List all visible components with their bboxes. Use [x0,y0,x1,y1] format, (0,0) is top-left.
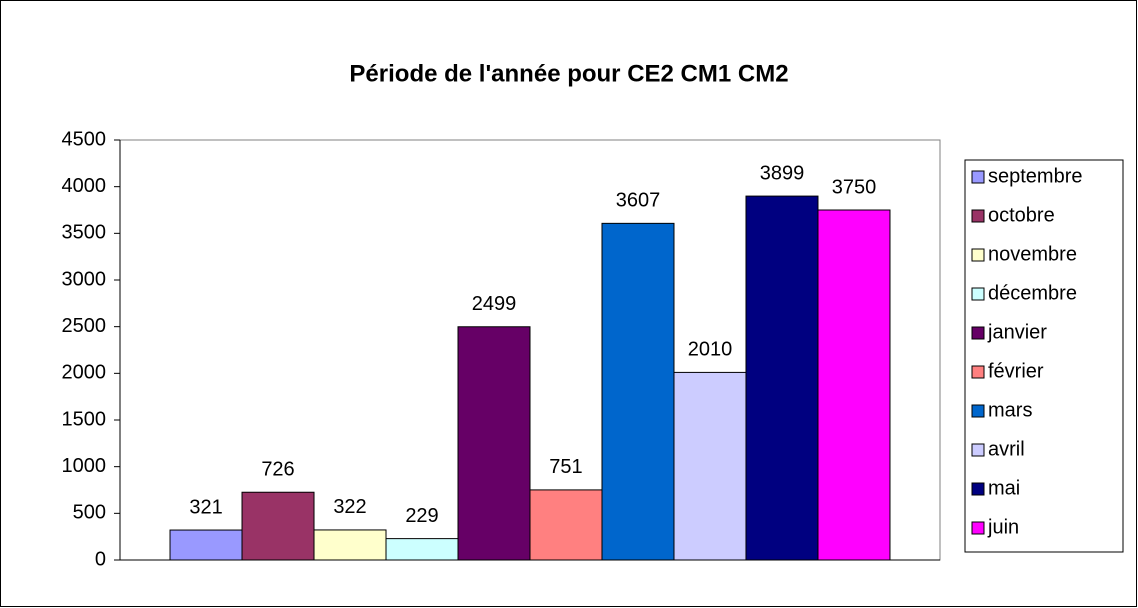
bar [385,538,459,561]
legend-swatch [971,170,985,184]
legend-label: mai [988,477,1020,499]
data-label: 3899 [760,162,805,184]
data-label: 726 [261,459,294,481]
legend-swatch [971,326,985,340]
data-label: 2010 [688,339,733,361]
y-tick-label: 1000 [62,455,107,477]
y-tick-label: 0 [95,548,106,570]
bar [457,326,531,561]
bar [529,489,603,561]
legend-swatch [971,482,985,496]
data-label: 3750 [832,176,877,198]
bar [241,491,315,561]
legend-swatch [971,248,985,262]
data-label: 751 [549,456,582,478]
y-tick-label: 3000 [62,268,107,290]
y-tick-label: 4000 [62,175,107,197]
legend-swatch [971,521,985,535]
bar [745,195,819,561]
legend-box [964,159,1124,553]
data-label: 3607 [616,190,661,212]
bar [817,209,891,561]
legend-swatch [971,287,985,301]
y-tick-label: 500 [73,502,106,524]
legend-label: novembre [988,243,1077,265]
legend-label: septembre [988,165,1083,187]
legend-swatch [971,365,985,379]
y-tick-label: 2500 [62,315,107,337]
bar [313,529,387,561]
bar [169,529,243,561]
legend-label: mars [988,399,1032,421]
legend-label: janvier [987,321,1047,343]
legend-swatch [971,443,985,457]
data-label: 321 [189,496,222,518]
legend-label: décembre [988,282,1077,304]
legend-label: juin [987,516,1019,538]
bar [601,222,675,561]
legend-label: avril [988,438,1025,460]
y-tick-label: 4500 [62,128,107,150]
legend-swatch [971,209,985,223]
legend-label: février [988,360,1044,382]
y-tick-label: 2000 [62,362,107,384]
data-label: 322 [333,496,366,518]
data-label: 2499 [472,293,517,315]
data-label: 229 [405,505,438,527]
y-tick-label: 3500 [62,222,107,244]
legend-swatch [971,404,985,418]
y-tick-label: 1500 [62,408,107,430]
chart-title: Période de l'année pour CE2 CM1 CM2 [349,60,788,87]
legend-label: octobre [988,204,1055,226]
bar [673,371,747,561]
